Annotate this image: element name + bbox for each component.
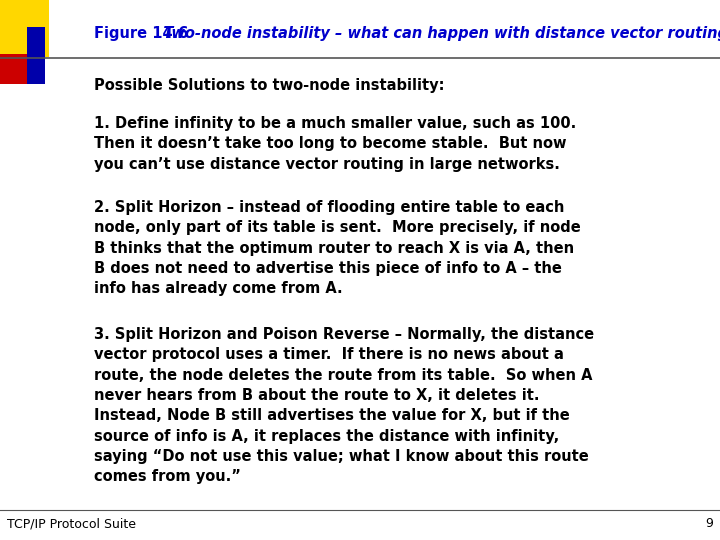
Text: Figure 14.6: Figure 14.6: [94, 26, 188, 41]
Text: 3. Split Horizon and Poison Reverse – Normally, the distance
vector protocol use: 3. Split Horizon and Poison Reverse – No…: [94, 327, 594, 484]
Text: Two-node instability – what can happen with distance vector routing: Two-node instability – what can happen w…: [148, 26, 720, 41]
Text: 1. Define infinity to be a much smaller value, such as 100.
Then it doesn’t take: 1. Define infinity to be a much smaller …: [94, 116, 576, 172]
Text: 9: 9: [705, 517, 713, 530]
Text: TCP/IP Protocol Suite: TCP/IP Protocol Suite: [7, 517, 136, 530]
Text: 2. Split Horizon – instead of flooding entire table to each
node, only part of i: 2. Split Horizon – instead of flooding e…: [94, 200, 580, 296]
Text: Possible Solutions to two-node instability:: Possible Solutions to two-node instabili…: [94, 78, 444, 93]
